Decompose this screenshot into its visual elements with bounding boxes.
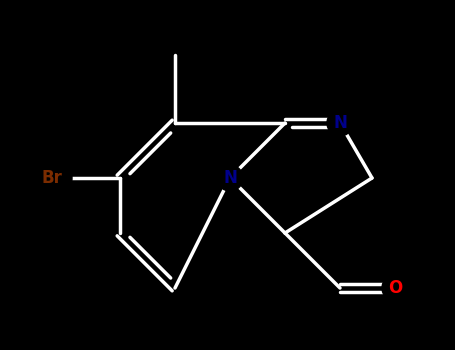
Circle shape [32, 158, 72, 198]
Circle shape [327, 110, 353, 136]
Circle shape [217, 165, 243, 191]
Text: N: N [333, 114, 347, 132]
Circle shape [382, 275, 408, 301]
Text: Br: Br [41, 169, 62, 187]
Text: O: O [388, 279, 402, 297]
Text: N: N [223, 169, 237, 187]
